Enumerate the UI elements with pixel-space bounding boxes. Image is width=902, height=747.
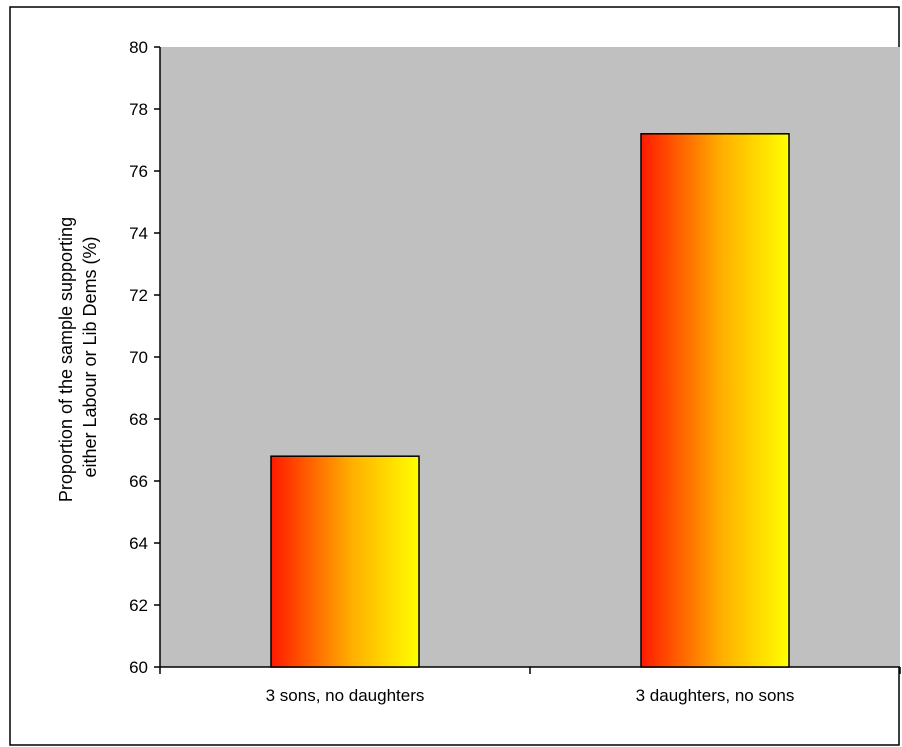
y-axis-title-line-1: Proportion of the sample supporting [56,217,76,502]
y-tick-label: 78 [129,100,148,119]
bar-2 [640,133,790,668]
y-axis-title: Proportion of the sample supporting eith… [56,212,100,502]
y-tick-label: 72 [129,286,148,305]
bars-group [270,133,790,668]
y-tick-label: 68 [129,410,148,429]
bar-1 [270,455,420,668]
y-tick-label: 66 [129,472,148,491]
y-axis [154,46,161,668]
y-axis-title-line-2: either Labour or Lib Dems (%) [80,236,100,477]
y-tick-label: 76 [129,162,148,181]
y-tick-label: 70 [129,348,148,367]
y-tick-label: 64 [129,534,148,553]
x-tick-labels: 3 sons, no daughters 3 daughters, no sons [266,686,795,705]
y-tick-label: 60 [129,658,148,677]
y-tick-label: 74 [129,224,148,243]
y-tick-label: 62 [129,596,148,615]
x-category-label: 3 daughters, no sons [636,686,795,705]
y-tick-label: 80 [129,38,148,57]
x-category-label: 3 sons, no daughters [266,686,425,705]
y-tick-labels: 60 62 64 66 68 70 72 74 76 78 80 [129,38,148,677]
